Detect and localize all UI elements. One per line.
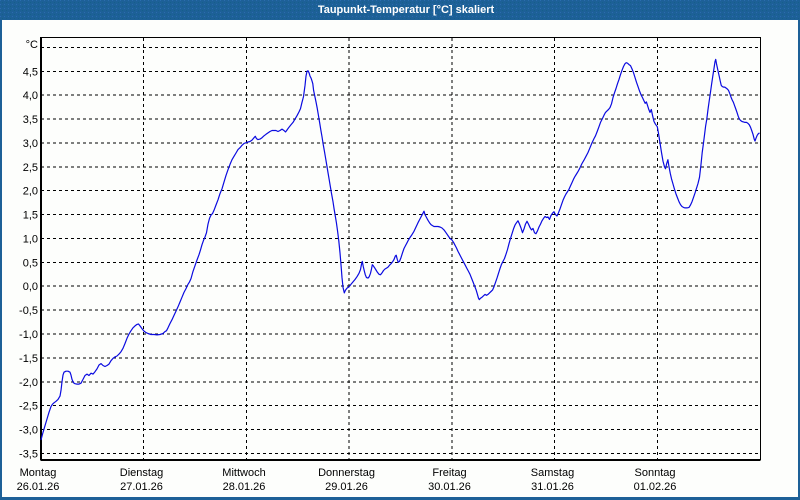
svg-text:2,0: 2,0 bbox=[23, 186, 38, 198]
svg-text:Mittwoch: Mittwoch bbox=[222, 467, 265, 479]
svg-text:Dienstag: Dienstag bbox=[120, 467, 163, 479]
svg-text:27.01.26: 27.01.26 bbox=[120, 481, 163, 493]
svg-text:3,5: 3,5 bbox=[23, 114, 38, 126]
svg-text:-0,5: -0,5 bbox=[19, 305, 38, 317]
svg-text:Samstag: Samstag bbox=[531, 467, 574, 479]
svg-text:4,0: 4,0 bbox=[23, 90, 38, 102]
svg-text:°C: °C bbox=[26, 39, 38, 51]
svg-text:-1,5: -1,5 bbox=[19, 353, 38, 365]
svg-text:-2,0: -2,0 bbox=[19, 377, 38, 389]
svg-text:Donnerstag: Donnerstag bbox=[318, 467, 375, 479]
svg-text:-3,0: -3,0 bbox=[19, 425, 38, 437]
svg-text:30.01.26: 30.01.26 bbox=[428, 481, 471, 493]
svg-text:-2,5: -2,5 bbox=[19, 401, 38, 413]
svg-text:Freitag: Freitag bbox=[432, 467, 466, 479]
svg-text:26.01.26: 26.01.26 bbox=[17, 481, 60, 493]
svg-text:0,5: 0,5 bbox=[23, 257, 38, 269]
svg-text:31.01.26: 31.01.26 bbox=[531, 481, 574, 493]
svg-text:1,5: 1,5 bbox=[23, 210, 38, 222]
svg-text:29.01.26: 29.01.26 bbox=[325, 481, 368, 493]
svg-text:3,0: 3,0 bbox=[23, 138, 38, 150]
svg-text:0,0: 0,0 bbox=[23, 281, 38, 293]
svg-text:-3,5: -3,5 bbox=[19, 448, 38, 460]
svg-text:01.02.26: 01.02.26 bbox=[634, 481, 677, 493]
svg-text:Taupunkt-Temperatur [°C] skali: Taupunkt-Temperatur [°C] skaliert bbox=[318, 4, 495, 16]
svg-text:-1,0: -1,0 bbox=[19, 329, 38, 341]
svg-text:28.01.26: 28.01.26 bbox=[223, 481, 266, 493]
svg-text:Sonntag: Sonntag bbox=[635, 467, 676, 479]
svg-text:2,5: 2,5 bbox=[23, 162, 38, 174]
svg-text:4,5: 4,5 bbox=[23, 66, 38, 78]
svg-text:1,0: 1,0 bbox=[23, 234, 38, 246]
svg-text:Montag: Montag bbox=[20, 467, 57, 479]
